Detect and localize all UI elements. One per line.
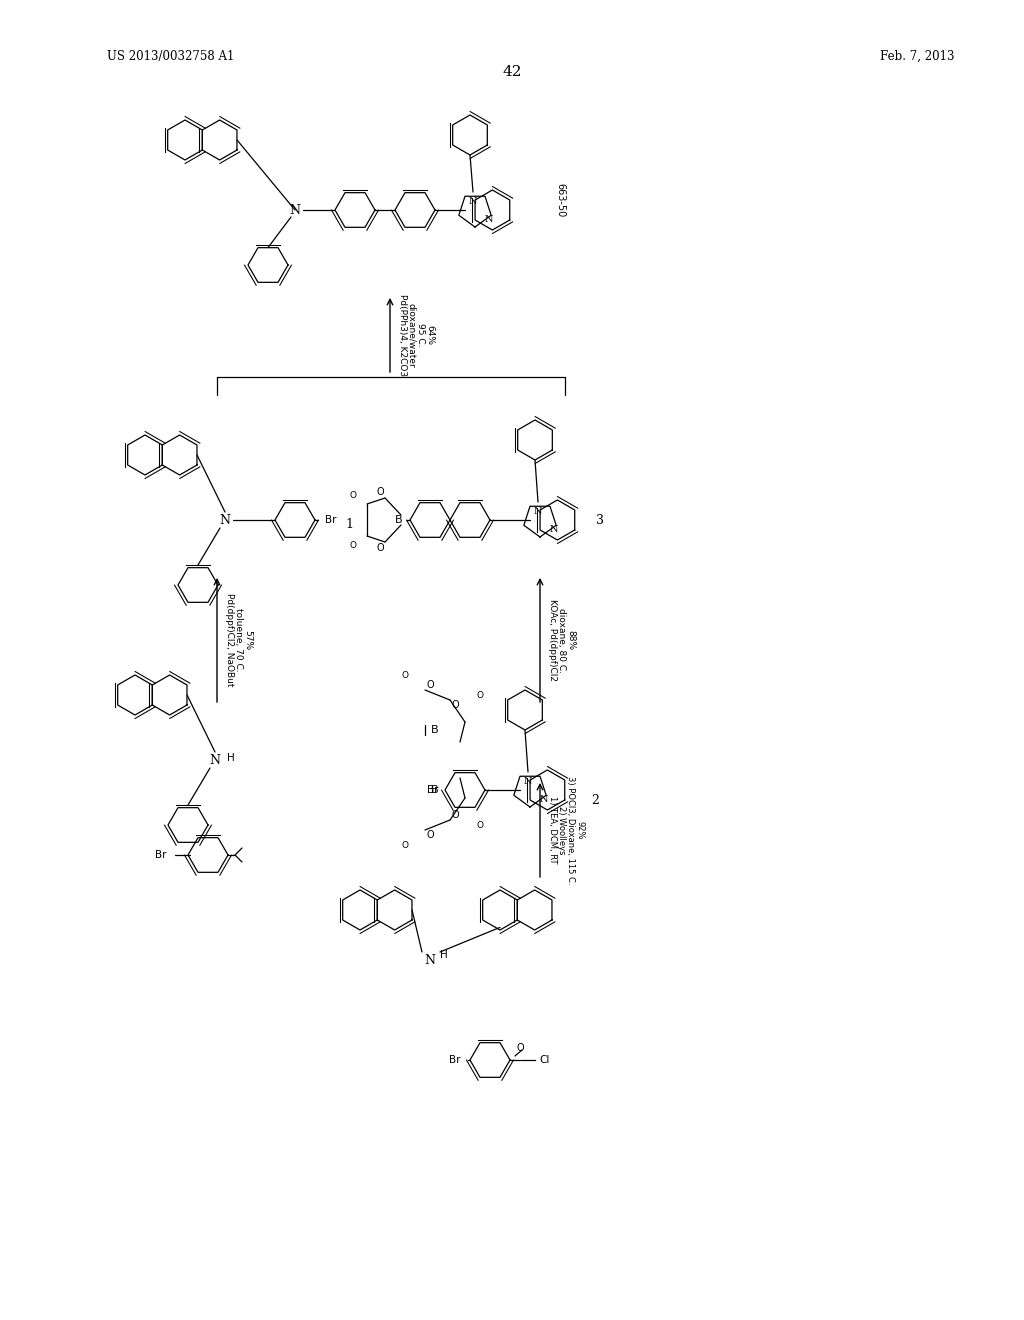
Text: dioxane, 80 C.: dioxane, 80 C. — [557, 607, 566, 672]
Text: 1) TEA, DCM, RT: 1) TEA, DCM, RT — [548, 796, 557, 863]
Text: 92%: 92% — [575, 821, 584, 840]
Text: O: O — [516, 1043, 524, 1053]
Text: N: N — [219, 513, 230, 527]
Text: N: N — [540, 796, 548, 804]
Text: 1: 1 — [345, 519, 353, 532]
Text: 64%: 64% — [425, 325, 434, 345]
Text: Pd(dppf)Cl2, NaOBut: Pd(dppf)Cl2, NaOBut — [225, 593, 234, 686]
Text: N: N — [550, 525, 558, 535]
Text: N: N — [425, 953, 435, 966]
Text: 2) Woolleys: 2) Woolleys — [557, 805, 566, 854]
Text: N: N — [523, 777, 532, 787]
Text: N: N — [534, 507, 543, 516]
Text: Br: Br — [155, 850, 167, 861]
Text: Cl: Cl — [539, 1055, 549, 1065]
Text: Br: Br — [449, 1055, 460, 1065]
Text: H: H — [440, 950, 447, 960]
Text: B: B — [431, 785, 439, 795]
Text: US 2013/0032758 A1: US 2013/0032758 A1 — [106, 50, 234, 63]
Text: Br: Br — [325, 515, 337, 525]
Text: 42: 42 — [502, 65, 522, 79]
Text: Feb. 7, 2013: Feb. 7, 2013 — [880, 50, 954, 63]
Text: O: O — [452, 700, 459, 710]
Text: N: N — [469, 198, 477, 206]
Text: O: O — [401, 841, 409, 850]
Text: 3) POCl3, Dioxane, 115 C.: 3) POCl3, Dioxane, 115 C. — [566, 776, 575, 884]
Text: B: B — [431, 725, 439, 735]
Text: 57%: 57% — [243, 630, 252, 649]
Text: O: O — [401, 671, 409, 680]
Text: toluene, 70 C.: toluene, 70 C. — [234, 609, 243, 672]
Text: Br: Br — [427, 785, 438, 795]
Text: KOAc, Pd(dppf)Cl2: KOAc, Pd(dppf)Cl2 — [548, 599, 557, 681]
Text: O: O — [426, 680, 434, 690]
Text: O: O — [376, 487, 384, 498]
Text: N: N — [484, 215, 494, 224]
Text: N: N — [210, 754, 220, 767]
Text: N: N — [290, 203, 300, 216]
Text: O: O — [350, 491, 357, 499]
Text: O: O — [350, 540, 357, 549]
Text: dioxane/water: dioxane/water — [407, 302, 416, 367]
Text: H: H — [227, 752, 234, 763]
Text: O: O — [376, 543, 384, 553]
Text: B: B — [395, 515, 403, 525]
Text: O: O — [476, 821, 483, 829]
Text: 3: 3 — [596, 513, 604, 527]
Text: Pd(PPh3)4, K2CO3: Pd(PPh3)4, K2CO3 — [398, 294, 407, 376]
Text: O: O — [476, 690, 483, 700]
Text: 88%: 88% — [566, 630, 575, 649]
Text: 95 C.: 95 C. — [416, 323, 425, 347]
Text: 663-50: 663-50 — [555, 183, 565, 216]
Text: O: O — [452, 810, 459, 820]
Text: 2: 2 — [591, 793, 599, 807]
Text: O: O — [426, 830, 434, 840]
